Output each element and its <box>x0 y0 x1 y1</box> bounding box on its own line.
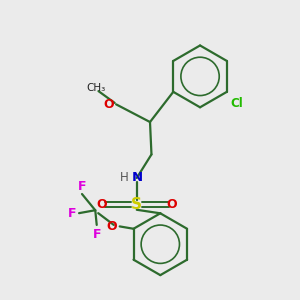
Text: S: S <box>131 197 142 212</box>
Text: Cl: Cl <box>230 97 243 110</box>
Text: F: F <box>68 207 76 220</box>
Text: O: O <box>96 198 107 211</box>
Text: F: F <box>78 179 86 193</box>
Text: O: O <box>167 198 177 211</box>
Text: O: O <box>107 220 117 233</box>
Text: O: O <box>103 98 114 111</box>
Text: H: H <box>120 171 129 184</box>
Text: CH₃: CH₃ <box>86 83 105 93</box>
Text: F: F <box>92 228 101 241</box>
Text: N: N <box>132 172 143 184</box>
